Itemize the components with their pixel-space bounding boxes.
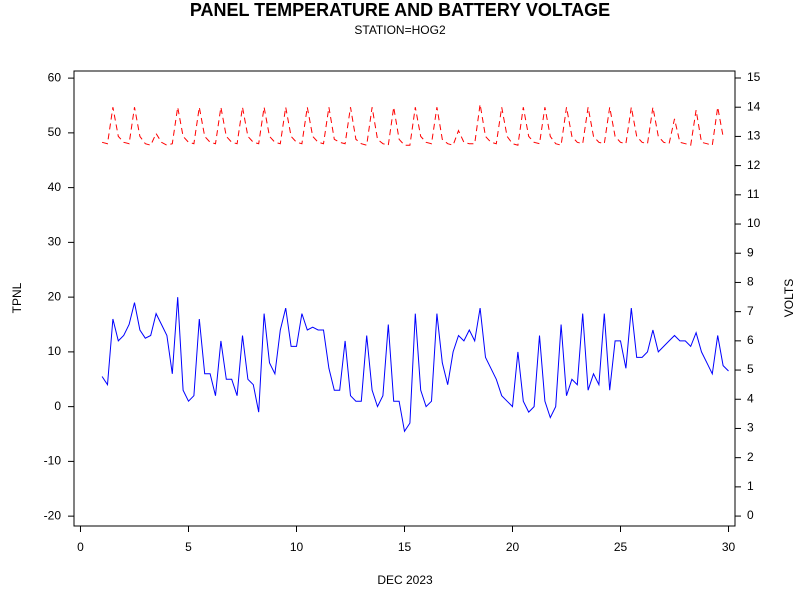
x-tick-label: 10 bbox=[290, 540, 304, 554]
y2-tick-label: 8 bbox=[747, 275, 754, 289]
y2-tick-label: 11 bbox=[747, 187, 760, 201]
x-tick-label: 25 bbox=[614, 540, 628, 554]
y-tick-label: 10 bbox=[48, 344, 62, 358]
plot-frame bbox=[73, 70, 736, 527]
chart-title: PANEL TEMPERATURE AND BATTERY VOLTAGE bbox=[190, 0, 610, 20]
x-tick-label: 15 bbox=[398, 540, 412, 554]
y2-tick-label: 1 bbox=[747, 479, 754, 493]
y2-tick-label: 15 bbox=[747, 70, 761, 84]
x-tick-label: 20 bbox=[506, 540, 520, 554]
y-axis-label: TPNL bbox=[10, 282, 24, 313]
y2-axis-label: VOLTS bbox=[782, 279, 796, 317]
y2-tick-label: 13 bbox=[747, 129, 761, 143]
y2-tick-label: 14 bbox=[747, 99, 761, 113]
series-line bbox=[101, 104, 724, 146]
y-tick-label: -10 bbox=[44, 454, 62, 468]
chart-subtitle: STATION=HOG2 bbox=[354, 23, 446, 37]
y-tick-label: -20 bbox=[44, 508, 62, 522]
y-tick-label: 50 bbox=[48, 125, 62, 139]
y2-tick-label: 2 bbox=[747, 450, 754, 464]
y-tick-label: 0 bbox=[54, 399, 61, 413]
y2-tick-label: 10 bbox=[747, 216, 761, 230]
y2-tick-label: 4 bbox=[747, 391, 754, 405]
y2-tick-label: 5 bbox=[747, 362, 754, 376]
y2-tick-label: 0 bbox=[747, 508, 754, 522]
y2-tick-label: 7 bbox=[747, 304, 754, 318]
y2-tick-label: 9 bbox=[747, 245, 754, 259]
y-tick-label: 30 bbox=[48, 235, 62, 249]
y-tick-label: 20 bbox=[48, 289, 62, 303]
y-tick-label: 40 bbox=[48, 180, 62, 194]
y2-tick-label: 3 bbox=[747, 421, 754, 435]
x-tick-label: 0 bbox=[77, 540, 84, 554]
x-axis-label: DEC 2023 bbox=[377, 573, 433, 587]
x-tick-label: 5 bbox=[185, 540, 192, 554]
x-tick-label: 30 bbox=[722, 540, 736, 554]
y-tick-label: 60 bbox=[48, 70, 62, 84]
y2-tick-label: 6 bbox=[747, 333, 754, 347]
series-line bbox=[101, 297, 729, 433]
y2-tick-label: 12 bbox=[747, 158, 761, 172]
